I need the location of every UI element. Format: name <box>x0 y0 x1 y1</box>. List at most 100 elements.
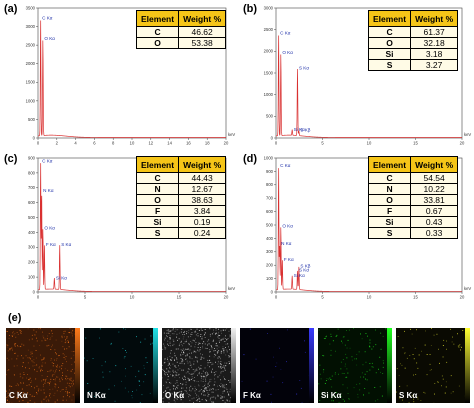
map-pixel <box>67 340 68 341</box>
map-pixel <box>50 397 51 398</box>
map-pixel <box>218 337 219 338</box>
map-label: Si Kα <box>321 391 341 400</box>
weight-cell: 3.27 <box>411 60 458 71</box>
map-pixel <box>53 374 54 375</box>
map-pixel <box>271 402 272 403</box>
x-tick-label: 16 <box>186 141 191 146</box>
map-pixel <box>207 374 208 375</box>
y-tick-label: 500 <box>266 222 274 227</box>
map-pixel <box>56 377 57 378</box>
map-pixel <box>198 381 199 382</box>
map-pixel <box>42 366 43 367</box>
map-pixel <box>132 391 133 392</box>
map-pixel <box>164 347 165 348</box>
map-pixel <box>146 357 147 358</box>
map-pixel <box>162 369 163 370</box>
map-pixel <box>221 368 222 369</box>
map-pixel <box>349 330 350 331</box>
map-pixel <box>341 362 342 363</box>
map-pixel <box>66 379 67 380</box>
map-pixel <box>431 328 432 329</box>
map-pixel <box>140 342 141 343</box>
map-pixel <box>69 396 70 397</box>
map-pixel <box>425 345 426 346</box>
map-pixel <box>20 382 21 383</box>
map-pixel <box>173 330 174 331</box>
map-pixel <box>203 341 204 342</box>
map-pixel <box>205 384 206 385</box>
map-pixel <box>215 397 216 398</box>
map-pixel <box>179 338 180 339</box>
map-pixel <box>67 337 68 338</box>
map-pixel <box>174 344 175 345</box>
map-pixel <box>57 400 58 401</box>
map-pixel <box>168 371 169 372</box>
y-tick-label: 2000 <box>264 49 274 54</box>
map-pixel <box>168 387 169 388</box>
map-pixel <box>136 390 137 391</box>
map-pixel <box>190 386 191 387</box>
map-pixel <box>43 379 44 380</box>
map-pixel <box>189 344 190 345</box>
map-pixel <box>380 333 381 334</box>
panel-label-a: (a) <box>4 3 17 15</box>
map-pixel <box>224 391 225 392</box>
map-pixel <box>226 363 227 364</box>
map-pixel <box>204 334 205 335</box>
map-pixel <box>18 385 19 386</box>
map-pixel <box>304 340 305 341</box>
map-pixel <box>183 336 184 337</box>
map-pixel <box>195 339 196 340</box>
map-pixel <box>271 394 272 395</box>
map-pixel <box>187 354 188 355</box>
map-pixel <box>203 395 204 396</box>
map-pixel <box>168 333 169 334</box>
map-pixel <box>121 381 122 382</box>
map-pixel <box>215 355 216 356</box>
element-cell: Si <box>369 217 411 228</box>
peak-label: C Kα <box>42 16 53 21</box>
y-tick-label: 0 <box>271 135 274 140</box>
x-tick-label: 20 <box>224 295 229 300</box>
map-pixel <box>439 363 440 364</box>
map-pixel <box>55 379 56 380</box>
map-pixel <box>205 374 206 375</box>
x-axis-label: keV <box>228 132 235 137</box>
map-pixel <box>191 374 192 375</box>
map-pixel <box>177 329 178 330</box>
map-pixel <box>214 375 215 376</box>
map-pixel <box>362 338 363 339</box>
map-pixel <box>460 350 461 351</box>
map-pixel <box>14 353 15 354</box>
map-pixel <box>193 340 194 341</box>
map-pixel <box>168 372 169 373</box>
weight-cell: 0.33 <box>411 228 458 239</box>
map-pixel <box>23 362 24 363</box>
map-pixel <box>220 361 221 362</box>
map-pixel <box>446 362 447 363</box>
map-pixel <box>209 328 210 329</box>
map-pixel <box>32 395 33 396</box>
map-pixel <box>30 400 31 401</box>
map-pixel <box>209 343 210 344</box>
map-pixel <box>452 337 453 338</box>
map-pixel <box>61 378 62 379</box>
map-pixel <box>225 355 226 356</box>
element-header: Element <box>137 157 179 173</box>
map-pixel <box>62 337 63 338</box>
map-pixel <box>346 330 347 331</box>
y-tick-label: 700 <box>266 196 274 201</box>
map-pixel <box>214 356 215 357</box>
map-pixel <box>201 376 202 377</box>
map-pixel <box>181 344 182 345</box>
map-pixel <box>273 357 274 358</box>
map-pixel <box>425 393 426 394</box>
weight-header: Weight % <box>179 11 226 27</box>
map-pixel <box>200 359 201 360</box>
map-pixel <box>7 331 8 332</box>
map-pixel <box>22 378 23 379</box>
map-pixel <box>195 331 196 332</box>
